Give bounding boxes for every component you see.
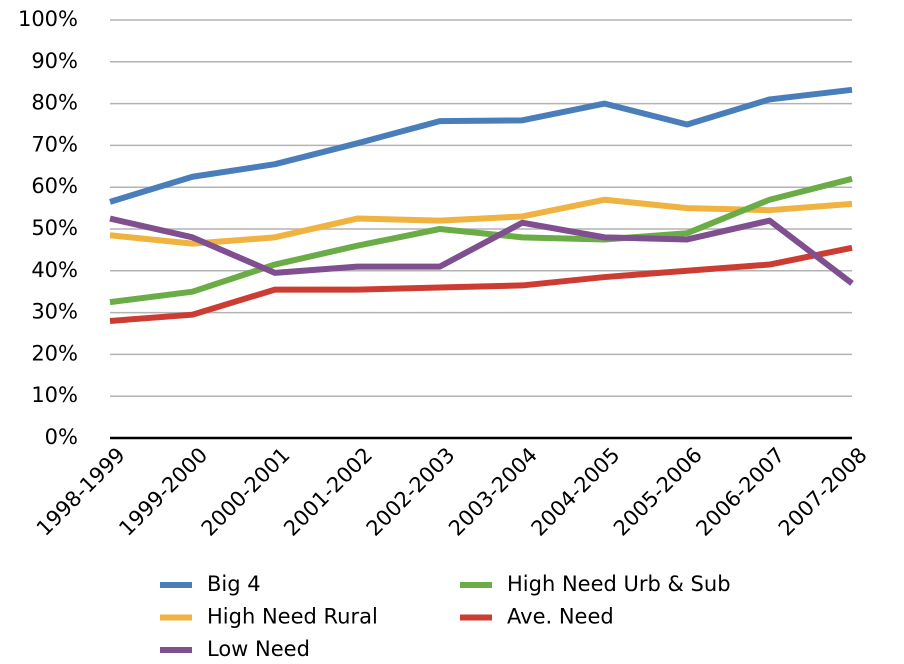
y-tick-label: 40%: [31, 258, 78, 282]
x-tick-label: 2000-2001: [197, 443, 295, 541]
series-line: [109, 175, 853, 306]
x-tick-label: 2005-2006: [609, 443, 707, 541]
y-tick-label: 70%: [31, 132, 78, 156]
x-tick-label: 2006-2007: [691, 443, 789, 541]
y-tick-label: 30%: [31, 300, 78, 324]
legend-label: Ave. Need: [507, 605, 614, 629]
x-tick-label: 2002-2003: [362, 443, 460, 541]
y-tick-label: 50%: [31, 216, 78, 240]
legend-label: Big 4: [207, 572, 261, 596]
x-tick-label: 1998-1999: [32, 443, 130, 541]
series-line: [109, 86, 853, 205]
legend-label: Low Need: [207, 637, 310, 661]
legend-label: High Need Urb & Sub: [507, 572, 731, 596]
y-tick-label: 100%: [18, 7, 78, 31]
y-tick-label: 90%: [31, 49, 78, 73]
y-tick-label: 80%: [31, 91, 78, 115]
x-tick-label: 2007-2008: [774, 443, 872, 541]
x-tick-label: 2004-2005: [527, 443, 625, 541]
y-tick-label: 20%: [31, 341, 78, 365]
x-tick-label: 2003-2004: [444, 443, 542, 541]
legend-label: High Need Rural: [207, 605, 378, 629]
series-line: [109, 244, 853, 324]
x-tick-label: 1999-2000: [114, 443, 212, 541]
series-line: [109, 215, 854, 286]
y-tick-label: 10%: [31, 383, 78, 407]
y-tick-label: 60%: [31, 174, 78, 198]
y-tick-label: 0%: [45, 425, 78, 449]
series-line: [109, 196, 853, 247]
x-tick-label: 2001-2002: [279, 443, 377, 541]
